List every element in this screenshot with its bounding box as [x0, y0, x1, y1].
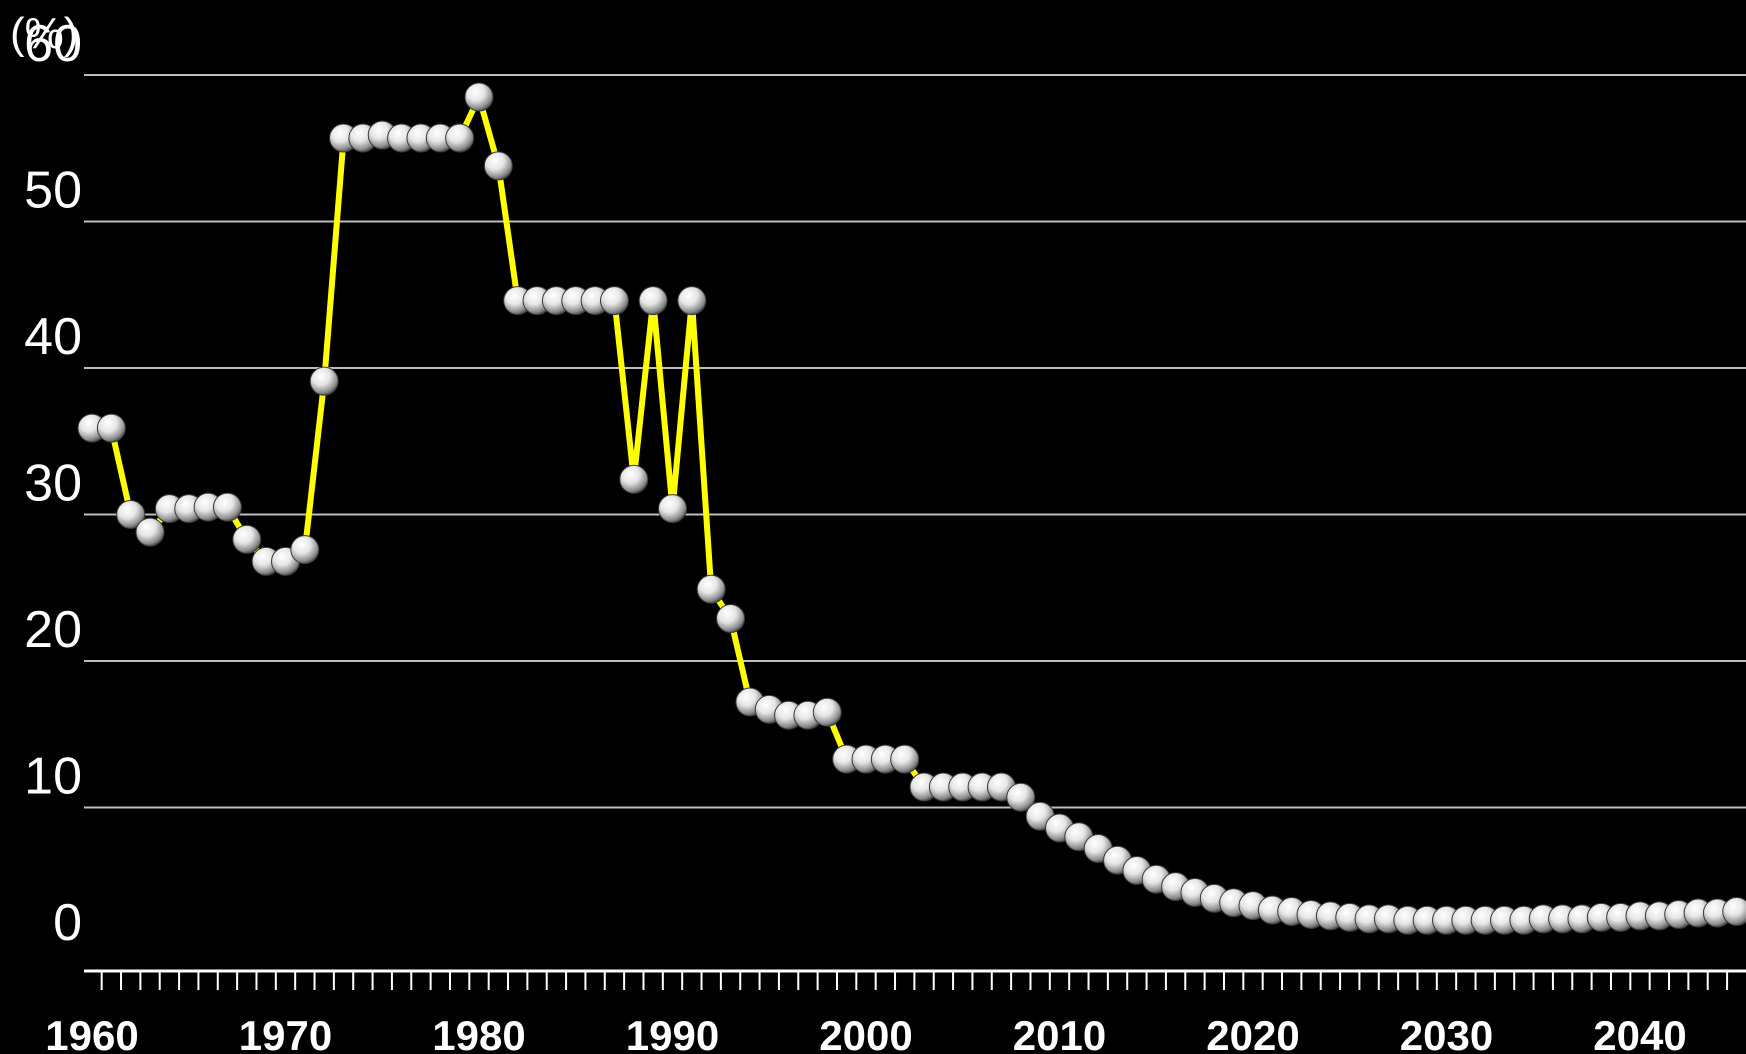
y-tick-label: 50: [24, 162, 82, 220]
y-tick-label: 60: [24, 15, 82, 73]
x-tick-label: 1970: [239, 1012, 332, 1054]
data-point: [890, 744, 920, 774]
y-axis-label: (%): [10, 9, 78, 58]
y-tick-label: 0: [53, 894, 82, 952]
data-point: [716, 604, 746, 634]
x-tick-label: 2040: [1593, 1012, 1686, 1054]
data-point: [658, 494, 687, 524]
data-point: [96, 413, 126, 443]
data-point: [309, 366, 339, 396]
data-point: [464, 82, 494, 112]
series-markers: [77, 82, 1746, 935]
data-point: [619, 464, 649, 494]
x-tick-label: 2030: [1400, 1012, 1493, 1054]
y-tick-label: 40: [24, 308, 82, 366]
data-point: [116, 500, 146, 529]
data-point: [1722, 897, 1746, 927]
x-tick-label: 1960: [45, 1012, 138, 1054]
x-axis-tick-labels: 1960 1970 1980 1990 2000 2010 2020 2030 2040: [45, 1012, 1686, 1054]
data-point: [812, 697, 842, 727]
y-axis-tick-labels: 0 10 20 30 40 50 60: [24, 15, 82, 952]
data-point: [599, 286, 629, 316]
x-tick-label: 2000: [819, 1012, 912, 1054]
data-point: [1006, 782, 1036, 812]
data-point: [212, 492, 242, 522]
x-tick-label: 2020: [1206, 1012, 1299, 1054]
y-tick-label: 30: [24, 455, 82, 513]
data-point: [696, 574, 726, 604]
data-point: [638, 286, 668, 316]
data-point: [135, 517, 165, 547]
data-point: [483, 151, 513, 181]
gridlines: [84, 74, 1746, 809]
data-point: [445, 123, 475, 153]
x-tick-label: 2010: [1013, 1012, 1106, 1054]
data-point: [290, 535, 320, 565]
y-tick-label: 20: [24, 601, 82, 659]
data-point: [232, 524, 262, 554]
x-tick-label: 1980: [432, 1012, 525, 1054]
x-axis: [84, 969, 1746, 990]
data-point: [677, 286, 707, 316]
x-tick-label: 1990: [626, 1012, 719, 1054]
y-tick-label: 10: [24, 748, 82, 806]
